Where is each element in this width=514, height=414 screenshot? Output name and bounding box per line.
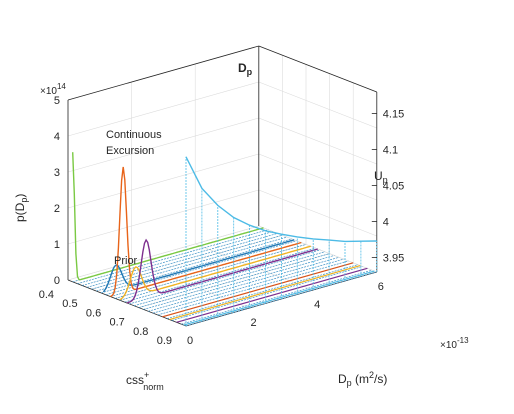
slice-baseline [82, 231, 274, 286]
colored-slice [183, 270, 375, 326]
slice-baseline [181, 269, 373, 325]
grid-line-y [67, 117, 259, 173]
series-line [102, 239, 295, 293]
series-line [126, 238, 319, 304]
y-tick-label: 0 [54, 275, 60, 287]
series-line [119, 245, 311, 301]
slice-baseline [77, 229, 269, 285]
slice-baseline [148, 256, 340, 312]
slice-baseline [171, 266, 363, 321]
x-tick-label: 0.9 [157, 335, 172, 347]
frame-edge [258, 45, 377, 93]
y-tick-label: 3 [54, 167, 60, 179]
slice-baseline [124, 247, 316, 303]
frame-edge [67, 45, 259, 101]
colored-slice [169, 264, 361, 321]
grid-line-y-right [258, 117, 377, 165]
grid-line-y [67, 153, 259, 209]
x-tick-label: 0.4 [39, 289, 54, 301]
slice-baseline [152, 258, 344, 314]
x-tick-label: 0.6 [86, 307, 101, 319]
right-tick-label: 4 [383, 217, 389, 229]
series-line [72, 152, 264, 281]
y-axis-label: p(Dp) [13, 194, 29, 222]
right-tick-label: 4.05 [383, 181, 404, 193]
slice-baseline [143, 255, 335, 310]
colored-slice [176, 267, 368, 323]
slice-baseline [138, 253, 330, 308]
colored-slice [162, 262, 354, 318]
y-tick-label: 5 [54, 95, 60, 107]
z-tick-label: 4 [314, 299, 320, 311]
slice-baseline [157, 260, 349, 316]
grid-line-y-right [258, 189, 377, 237]
x-tick-label: 0.7 [110, 317, 125, 329]
y-tick-label: 1 [54, 239, 60, 251]
slice-baseline [129, 249, 321, 305]
slice-baseline [96, 236, 288, 292]
grid-line-y-right [258, 81, 377, 129]
right-tick-label: 3.95 [383, 253, 404, 265]
x-tick-label: 0.5 [62, 298, 77, 310]
slice-baseline [91, 234, 283, 290]
series-marks [72, 152, 378, 327]
x-axis-label: css+ norm [126, 370, 164, 392]
slice-baseline [167, 264, 359, 319]
right-tick-label: 4.1 [383, 145, 398, 157]
z-tick-label: 0 [187, 335, 193, 347]
y-tick-label: 2 [54, 203, 60, 215]
grid-line-y [67, 81, 259, 137]
right-tick-label: 4.15 [383, 109, 404, 121]
z-axis-label: Dp (m2/s) [338, 370, 387, 388]
right-axis-label: Up [374, 169, 388, 185]
tick-labels: 0 1 2 3 4 5 0.4 0.5 0.6 0.7 0.8 0.9 0 2 4 6 3.95 4 4.05 4.1… [39, 95, 405, 347]
grid-line-y-right [258, 153, 377, 201]
series-line [110, 166, 302, 298]
z-multiplier: ×10-13 [440, 336, 469, 351]
grid-line-y [67, 225, 259, 281]
up-curve [185, 156, 377, 243]
y-tick-label: 4 [54, 131, 60, 143]
grid-line-y [67, 189, 259, 245]
z-tick-label: 2 [251, 317, 257, 329]
chart-title: Dp [238, 61, 253, 77]
annotation-excursion: Excursion [106, 145, 154, 157]
annotation-prior: Prior [114, 255, 138, 267]
annotation-continuous: Continuous [106, 129, 162, 141]
x-tick-label: 0.8 [133, 326, 148, 338]
y-multiplier: ×1014 [40, 82, 66, 97]
slice-baseline [86, 233, 278, 288]
slice-baseline [100, 238, 292, 294]
z-tick-label: 6 [378, 281, 384, 293]
slice-baseline [133, 251, 325, 307]
